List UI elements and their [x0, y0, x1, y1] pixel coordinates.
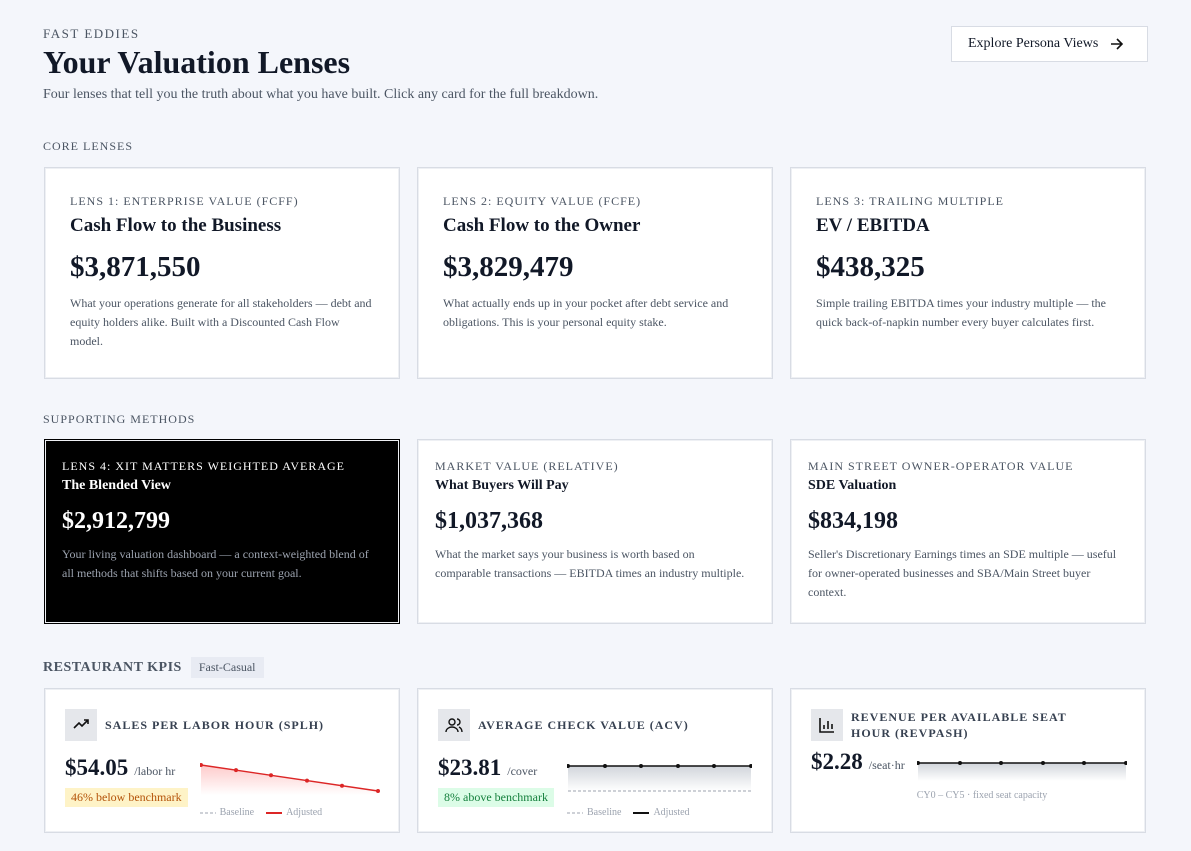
kpi-icon	[438, 709, 470, 741]
kpi-body: $54.05/labor hr 46% below benchmark Baseli…	[65, 755, 380, 818]
kpi-title: SALES PER LABOR HOUR (SPLH)	[105, 718, 325, 732]
kpi-unit: /cover	[507, 764, 538, 778]
kpi-badge: 46% below benchmark	[65, 788, 188, 807]
section-heading: RESTAURANT KPIS	[43, 659, 182, 675]
sparkline	[198, 763, 380, 795]
kpi-header: SALES PER LABOR HOUR (SPLH)	[65, 709, 379, 741]
lens-description: What actually ends up in your pocket aft…	[443, 296, 729, 329]
lens-title: SDE Valuation	[808, 478, 897, 493]
kpi-header: REVENUE PER AVAILABLE SEAT HOUR (REVPASH…	[811, 709, 1125, 741]
kpi-trend: CY0 – CY5 · fixed seat capacity	[915, 749, 1128, 801]
lens-card[interactable]: MAIN STREET OWNER-OPERATOR VALUE SDE Valu…	[790, 439, 1146, 624]
tag: Fast-Casual	[190, 657, 264, 678]
kpi-icon	[811, 709, 843, 741]
lens-card[interactable]: LENS 2: EQUITY VALUE (FCFE) Cash Flow to …	[417, 167, 773, 379]
button-label: Explore Persona Views	[968, 36, 1099, 51]
subtitle: Four lenses that tell you the truth abou…	[43, 87, 599, 102]
kpi-card[interactable]: REVENUE PER AVAILABLE SEAT HOUR (REVPASH…	[790, 688, 1146, 833]
legend-label: Adjusted	[653, 807, 690, 818]
kpi-icon	[65, 709, 97, 741]
lens-label: MARKET VALUE (RELATIVE)	[435, 459, 619, 473]
sparkline	[566, 764, 753, 792]
legend-swatch	[266, 811, 283, 814]
legend: Baseline Adjusted	[567, 807, 752, 818]
kpi-note: CY0 – CY5 · fixed seat capacity	[916, 790, 1048, 801]
kpi-title: REVENUE PER AVAILABLE SEAT HOUR (REVPASH…	[851, 710, 1067, 740]
lens-card[interactable]: MARKET VALUE (RELATIVE) What Buyers Will …	[417, 439, 773, 624]
lens-description: What the market says your business is wo…	[435, 547, 745, 580]
icon	[819, 718, 834, 733]
kpi-body: $23.81/cover 8% above benchmark Baseline Ad…	[438, 755, 753, 818]
kpi-left: $23.81/cover 8% above benchmark	[438, 755, 555, 818]
kpi-badge: 8% above benchmark	[438, 788, 554, 807]
kpi-value: $2.28	[811, 749, 863, 774]
lens-card[interactable]: LENS 3: TRAILING MULTIPLE EV / EBITDA $438…	[790, 167, 1146, 379]
section-heading: CORE LENSES	[43, 139, 134, 153]
legend-swatch	[633, 811, 650, 814]
lens-label: MAIN STREET OWNER-OPERATOR VALUE	[808, 459, 1074, 473]
lens-value: $834,198	[808, 508, 898, 534]
kpi-header: AVERAGE CHECK VALUE (ACV)	[438, 709, 752, 741]
legend: Baseline Adjusted	[199, 807, 385, 818]
kpi-value-row: $2.28/seat·hr	[811, 749, 905, 775]
legend-label: Baseline	[219, 807, 255, 818]
kpi-title: AVERAGE CHECK VALUE (ACV)	[478, 718, 689, 732]
lens-description: Seller's Discretionary Earnings times an…	[808, 547, 1117, 599]
lens-value: $438,325	[816, 251, 925, 283]
core-row: LENS 1: ENTERPRISE VALUE (FCFF) Cash Flow…	[44, 167, 1146, 379]
kpi-left: $2.28/seat·hr	[811, 749, 905, 801]
icon	[445, 718, 463, 733]
legend-swatch	[199, 812, 216, 813]
persona-button[interactable]: Explore Persona Views	[951, 26, 1148, 62]
kpi-left: $54.05/labor hr 46% below benchmark	[65, 755, 188, 818]
kpi-body: $2.28/seat·hr CY0 – CY5 · fixed seat capa…	[811, 749, 1128, 801]
lens-title: Cash Flow to the Owner	[443, 215, 641, 236]
legend-swatch	[567, 812, 583, 813]
lens-value: $3,829,479	[443, 251, 574, 283]
lens-title: Cash Flow to the Business	[70, 215, 282, 236]
kpi-row: SALES PER LABOR HOUR (SPLH) $54.05/labor …	[44, 688, 1146, 833]
supporting-row: LENS 4: XIT MATTERS WEIGHTED AVERAGE The …	[44, 439, 1146, 624]
lens-value: $3,871,550	[70, 251, 201, 283]
kpi-unit: /seat·hr	[868, 758, 905, 772]
legend-label: Baseline	[587, 807, 622, 818]
eyebrow: FAST EDDIES	[43, 26, 140, 41]
lens-description: What your operations generate for all st…	[70, 296, 372, 348]
lens-description: Your living valuation dashboard — a cont…	[62, 547, 369, 580]
arrow-icon	[1111, 38, 1124, 50]
page-title: Your Valuation Lenses	[43, 44, 351, 80]
icon	[73, 719, 89, 729]
kpi-unit: /labor hr	[134, 764, 176, 778]
lens-title: EV / EBITDA	[816, 215, 930, 236]
lens-title: The Blended View	[62, 478, 171, 493]
kpi-value-row: $23.81/cover	[438, 755, 555, 781]
lens-label: LENS 1: ENTERPRISE VALUE (FCFF)	[70, 194, 299, 208]
lens-card[interactable]: LENS 4: XIT MATTERS WEIGHTED AVERAGE The …	[44, 439, 400, 624]
lens-label: LENS 3: TRAILING MULTIPLE	[816, 194, 1004, 208]
legend-label: Adjusted	[286, 807, 323, 818]
lens-value: $2,912,799	[62, 508, 170, 534]
lens-title: What Buyers Will Pay	[435, 478, 569, 493]
kpi-value-row: $54.05/labor hr	[65, 755, 188, 781]
lens-description: Simple trailing EBITDA times your indust…	[816, 296, 1106, 329]
kpi-trend: Baseline Adjusted	[566, 755, 753, 818]
kpi-card[interactable]: SALES PER LABOR HOUR (SPLH) $54.05/labor …	[44, 688, 400, 833]
lens-card[interactable]: LENS 1: ENTERPRISE VALUE (FCFF) Cash Flow…	[44, 167, 400, 379]
kpi-card[interactable]: AVERAGE CHECK VALUE (ACV) $23.81/cover 8% …	[417, 688, 773, 833]
kpi-value: $23.81	[438, 755, 502, 780]
kpi-heading: RESTAURANT KPIS Fast-Casual	[43, 657, 264, 678]
lens-label: LENS 2: EQUITY VALUE (FCFE)	[443, 194, 642, 208]
sparkline	[915, 761, 1128, 781]
kpi-value: $54.05	[65, 755, 129, 780]
kpi-trend: Baseline Adjusted	[198, 755, 385, 818]
section-heading: SUPPORTING METHODS	[43, 412, 196, 426]
lens-value: $1,037,368	[435, 508, 543, 534]
lens-label: LENS 4: XIT MATTERS WEIGHTED AVERAGE	[62, 459, 345, 473]
